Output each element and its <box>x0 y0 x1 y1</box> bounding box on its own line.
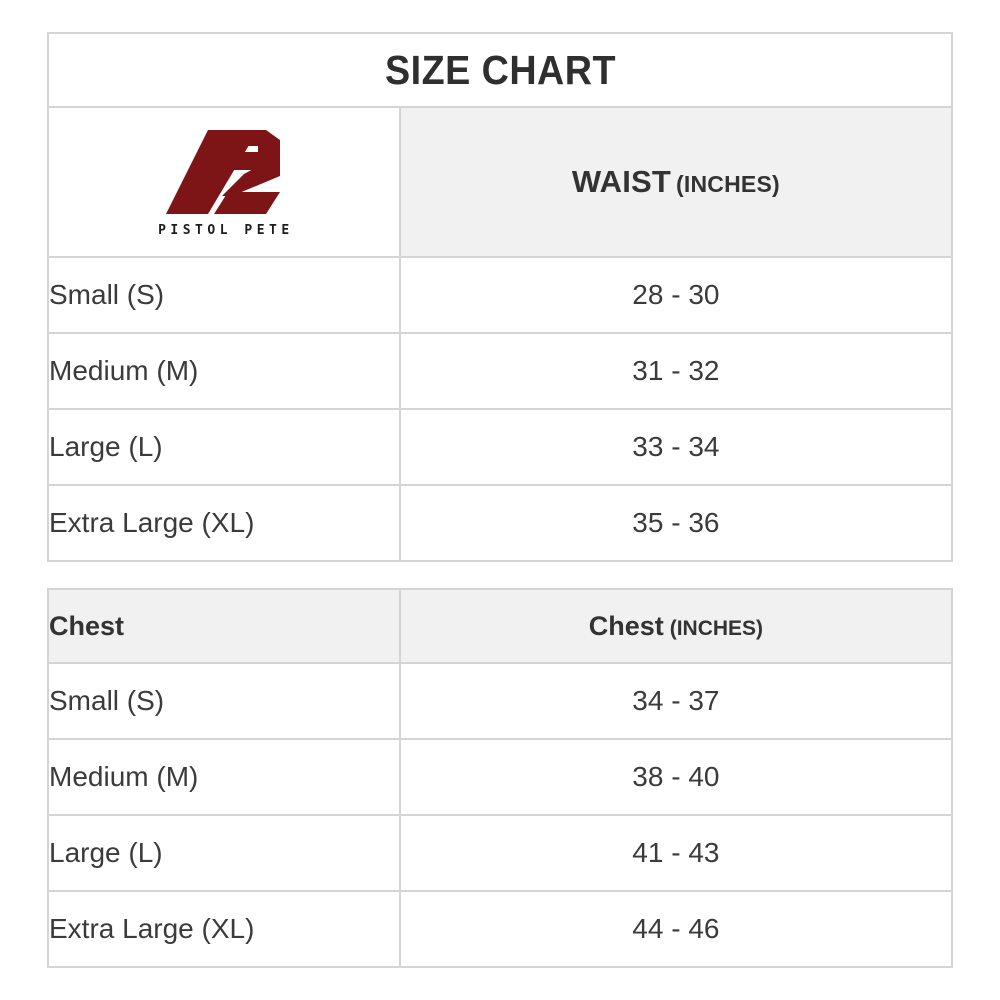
chest-header-left: Chest <box>47 588 401 664</box>
waist-header-main: WAIST <box>571 164 672 199</box>
waist-column-header: WAIST (INCHES) <box>398 106 954 258</box>
waist-header-unit: (INCHES) <box>676 171 780 197</box>
chest-header-row: Chest Chest (INCHES) <box>47 588 954 664</box>
waist-value: 33 - 34 <box>398 408 954 486</box>
waist-header-row: PISTOL PETE WAIST (INCHES) <box>47 106 954 258</box>
chest-value: 38 - 40 <box>398 738 954 816</box>
waist-value: 35 - 36 <box>398 484 954 562</box>
brand-logo: PISTOL PETE <box>154 126 294 237</box>
table-row: Large (L) 41 - 43 <box>47 814 954 892</box>
size-label: Extra Large (XL) <box>47 890 401 968</box>
size-label: Medium (M) <box>47 738 401 816</box>
chest-value: 34 - 37 <box>398 662 954 740</box>
size-label: Extra Large (XL) <box>47 484 401 562</box>
waist-value: 31 - 32 <box>398 332 954 410</box>
size-label: Medium (M) <box>47 332 401 410</box>
table-row: Extra Large (XL) 44 - 46 <box>47 890 954 968</box>
waist-size-table: SIZE CHART <box>47 32 954 562</box>
table-row: Medium (M) 31 - 32 <box>47 332 954 410</box>
brand-logo-cell: PISTOL PETE <box>47 106 401 258</box>
chest-column-header: Chest (INCHES) <box>398 588 954 664</box>
size-label: Large (L) <box>47 408 401 486</box>
chest-header-main: Chest <box>588 610 664 641</box>
chest-header-unit: (INCHES) <box>669 616 764 640</box>
table-row: Small (S) 34 - 37 <box>47 662 954 740</box>
chart-title-row: SIZE CHART <box>47 32 953 108</box>
brand-wordmark: PISTOL PETE <box>158 222 294 238</box>
table-row: Large (L) 33 - 34 <box>47 408 954 486</box>
table-row: Medium (M) 38 - 40 <box>47 738 954 816</box>
page-title: SIZE CHART <box>384 46 616 93</box>
size-label: Small (S) <box>47 662 401 740</box>
size-label: Small (S) <box>47 256 401 334</box>
waist-value: 28 - 30 <box>398 256 954 334</box>
chest-value: 44 - 46 <box>398 890 954 968</box>
page-title-cell: SIZE CHART <box>47 32 953 108</box>
size-label: Large (L) <box>47 814 401 892</box>
pistol-pete-p2-logo-icon <box>165 129 280 214</box>
table-row: Extra Large (XL) 35 - 36 <box>47 484 954 562</box>
table-row: Small (S) 28 - 30 <box>47 256 954 334</box>
chest-value: 41 - 43 <box>398 814 954 892</box>
chest-size-table: Chest Chest (INCHES) Small (S) 34 - 37 Me… <box>47 588 954 968</box>
